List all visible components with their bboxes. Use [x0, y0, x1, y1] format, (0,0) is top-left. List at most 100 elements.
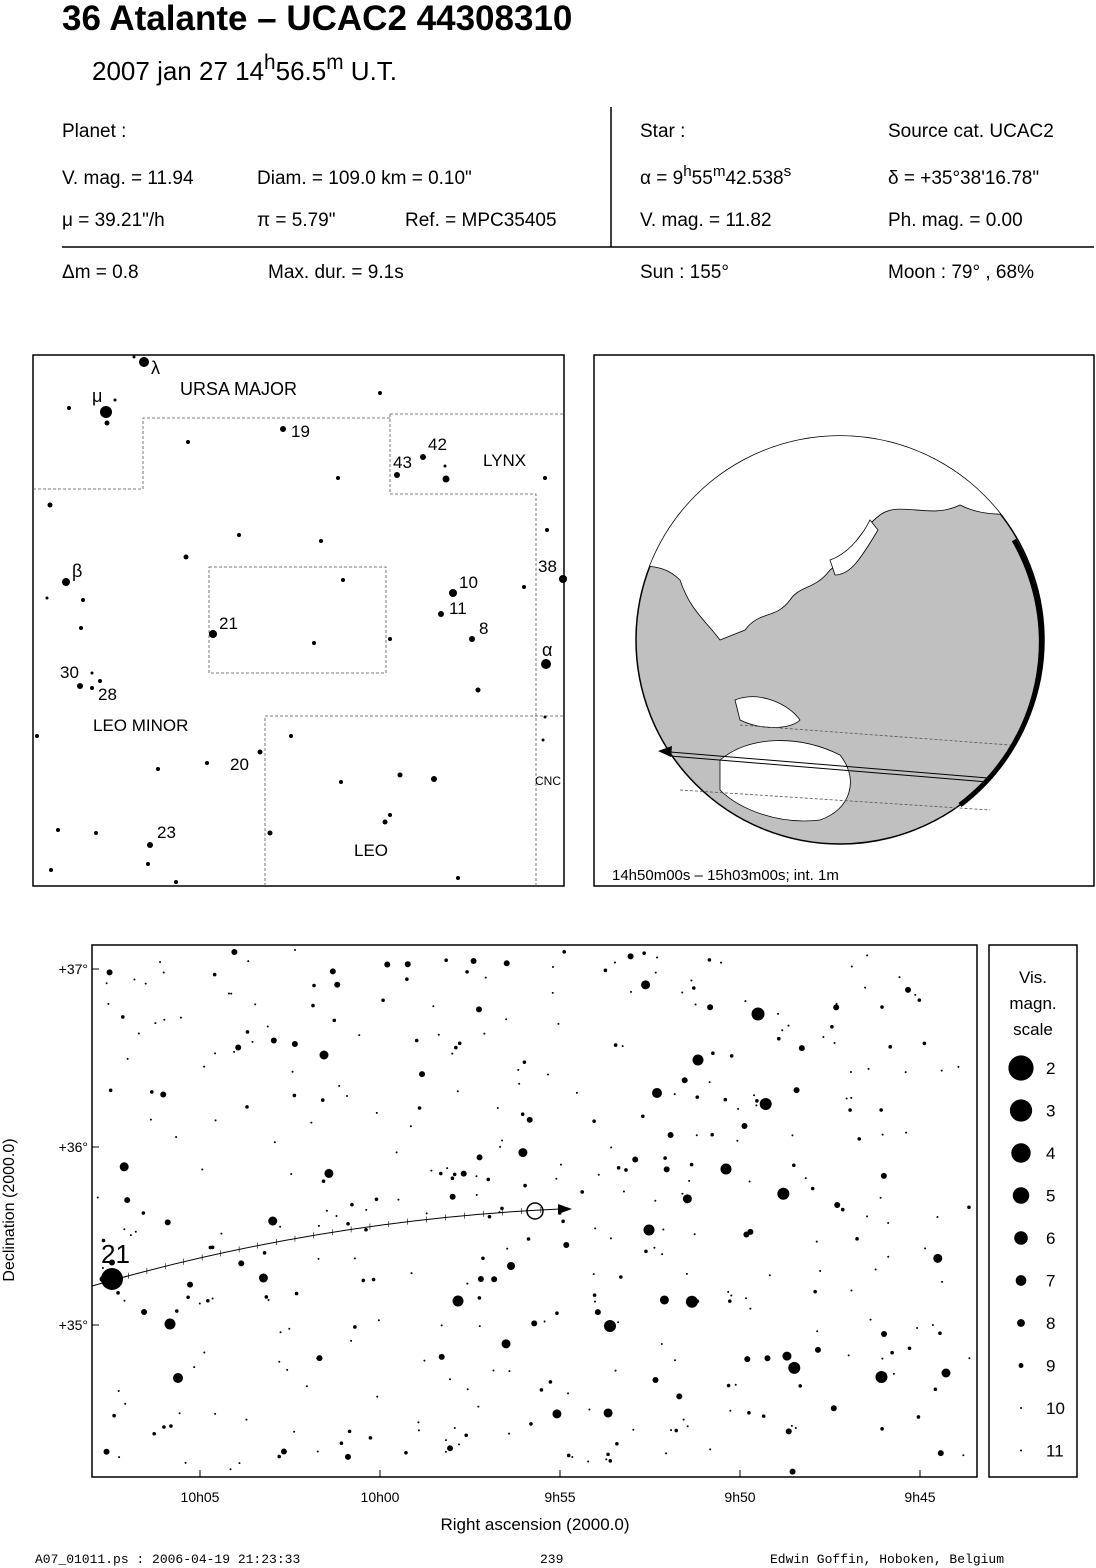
star — [522, 585, 526, 589]
star — [450, 1176, 455, 1181]
star — [134, 1230, 137, 1233]
star — [879, 1108, 883, 1112]
scale-label: 5 — [1046, 1187, 1055, 1206]
star — [280, 1448, 287, 1455]
text-part: 55 — [692, 168, 713, 189]
star — [941, 1368, 951, 1378]
star — [141, 1211, 146, 1215]
star — [119, 1162, 129, 1172]
star — [94, 831, 98, 835]
star — [280, 426, 286, 432]
scale-title: magn. — [1009, 994, 1056, 1013]
star — [729, 1054, 734, 1058]
star — [734, 1383, 737, 1386]
star — [764, 1355, 771, 1362]
star — [335, 1215, 338, 1218]
star — [499, 1145, 502, 1148]
star — [787, 1024, 790, 1027]
star — [833, 1004, 840, 1011]
star — [641, 980, 651, 990]
star — [503, 960, 510, 967]
star — [105, 982, 108, 985]
finder-label: 21 — [219, 614, 238, 633]
star — [475, 687, 481, 693]
star — [887, 1255, 890, 1258]
star — [597, 1173, 600, 1176]
star — [414, 1038, 419, 1043]
star — [496, 1107, 499, 1110]
planet-diam: Diam. = 109.0 km = 0.10" — [257, 168, 472, 189]
star — [163, 1018, 166, 1021]
star — [449, 589, 457, 597]
planet-mu: μ = 39.21"/h — [62, 210, 165, 231]
star — [822, 1035, 825, 1038]
star — [830, 1405, 837, 1412]
star — [541, 738, 545, 742]
star — [526, 1237, 531, 1241]
star — [864, 986, 867, 989]
star — [907, 1346, 912, 1351]
star — [506, 1247, 509, 1250]
finder-label: CNC — [535, 774, 561, 788]
delta-m: Δm = 0.8 — [62, 262, 139, 283]
star — [294, 1291, 299, 1296]
star-delta: δ = +35°38'16.78" — [888, 168, 1039, 189]
star — [690, 979, 693, 982]
star — [214, 1119, 217, 1122]
star — [227, 992, 230, 995]
star — [940, 1069, 943, 1072]
star — [603, 1408, 613, 1418]
star — [444, 1450, 447, 1453]
star — [292, 1093, 297, 1098]
scale-label: 2 — [1046, 1059, 1055, 1078]
star — [203, 1351, 206, 1354]
text-part: 42.538 — [725, 168, 783, 189]
boundary — [389, 414, 537, 886]
star — [815, 1240, 818, 1243]
star — [741, 1122, 748, 1129]
star — [916, 1327, 919, 1330]
star — [592, 1273, 595, 1276]
star — [289, 734, 293, 738]
star — [175, 1135, 178, 1138]
star — [543, 715, 547, 719]
x-tick-label: 10h00 — [361, 1489, 400, 1505]
star — [744, 1356, 751, 1363]
star — [751, 1007, 765, 1021]
star — [444, 1439, 447, 1442]
star — [453, 1427, 456, 1430]
star — [790, 1424, 793, 1427]
star — [439, 1171, 443, 1176]
star — [755, 1104, 758, 1107]
star — [277, 1454, 282, 1459]
star — [557, 1022, 560, 1025]
star — [141, 1308, 148, 1315]
star — [319, 539, 323, 543]
star — [707, 958, 712, 962]
finder-chart: λ μ URSA MAJOR 19 42 43 LYNX β 38 10 11 21 8 α 30 28 LEO… — [32, 354, 567, 887]
text-part: α = 9 — [640, 168, 683, 189]
text-part: h — [264, 51, 276, 74]
star — [438, 611, 444, 617]
star — [644, 1249, 648, 1254]
star — [630, 990, 633, 993]
star — [339, 1441, 344, 1446]
star — [238, 1462, 241, 1465]
star — [938, 1331, 942, 1336]
star — [726, 1383, 731, 1388]
star — [710, 1132, 714, 1137]
star — [847, 1354, 850, 1357]
star — [492, 1369, 495, 1372]
star — [229, 1468, 232, 1471]
star — [869, 1318, 872, 1321]
star — [941, 1280, 944, 1283]
star — [682, 1194, 692, 1204]
star — [203, 1065, 206, 1068]
star — [594, 1309, 601, 1316]
star — [791, 1134, 794, 1137]
scale-label: 8 — [1046, 1314, 1055, 1333]
star — [755, 1099, 759, 1103]
star — [681, 1192, 684, 1195]
x-tick-label: 9h55 — [544, 1489, 575, 1505]
